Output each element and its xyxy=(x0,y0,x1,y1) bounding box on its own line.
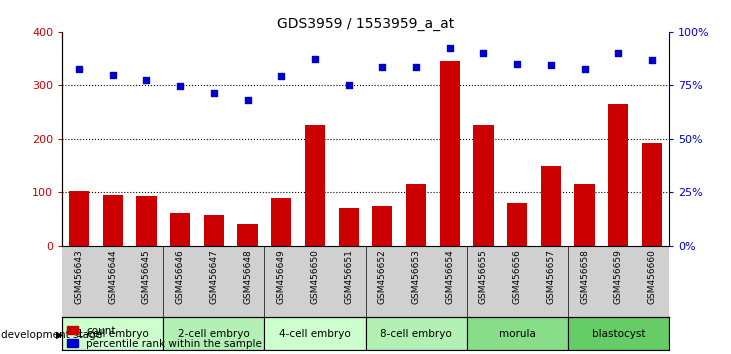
Text: GSM456660: GSM456660 xyxy=(648,250,656,304)
Bar xyxy=(62,317,163,350)
Text: GSM456655: GSM456655 xyxy=(479,250,488,304)
Bar xyxy=(271,198,292,246)
Point xyxy=(410,64,422,69)
Text: ▶: ▶ xyxy=(56,330,64,339)
Point xyxy=(646,57,658,63)
Point xyxy=(309,56,321,62)
Point xyxy=(276,73,287,79)
Bar xyxy=(163,317,265,350)
Point xyxy=(73,67,85,72)
Text: GSM456652: GSM456652 xyxy=(378,250,387,304)
Text: GSM456647: GSM456647 xyxy=(209,250,219,304)
Point xyxy=(477,50,489,56)
Text: GSM456650: GSM456650 xyxy=(311,250,319,304)
Text: blastocyst: blastocyst xyxy=(591,329,645,339)
Bar xyxy=(238,224,257,246)
Text: GSM456646: GSM456646 xyxy=(175,250,185,304)
Legend: count, percentile rank within the sample: count, percentile rank within the sample xyxy=(67,326,262,349)
Point xyxy=(512,61,523,67)
Text: morula: morula xyxy=(499,329,536,339)
Text: GSM456645: GSM456645 xyxy=(142,250,151,304)
Text: 1-cell embryo: 1-cell embryo xyxy=(77,329,148,339)
Bar xyxy=(406,184,426,246)
Point xyxy=(579,67,591,72)
Text: GSM456657: GSM456657 xyxy=(546,250,556,304)
Bar xyxy=(338,209,359,246)
Bar xyxy=(568,317,669,350)
Bar xyxy=(305,125,325,246)
Bar xyxy=(204,215,224,246)
Bar xyxy=(507,203,527,246)
Text: GSM456651: GSM456651 xyxy=(344,250,353,304)
Title: GDS3959 / 1553959_a_at: GDS3959 / 1553959_a_at xyxy=(277,17,454,31)
Text: GSM456659: GSM456659 xyxy=(614,250,623,304)
Bar xyxy=(642,143,662,246)
Bar xyxy=(265,317,366,350)
Bar xyxy=(69,191,89,246)
Bar xyxy=(439,61,460,246)
Text: GSM456658: GSM456658 xyxy=(580,250,589,304)
Text: 8-cell embryo: 8-cell embryo xyxy=(380,329,452,339)
Point xyxy=(376,64,388,69)
Bar xyxy=(575,184,595,246)
Text: GSM456656: GSM456656 xyxy=(512,250,522,304)
Text: GSM456654: GSM456654 xyxy=(445,250,454,304)
Bar xyxy=(608,104,629,246)
Text: GSM456653: GSM456653 xyxy=(412,250,420,304)
Bar xyxy=(466,317,568,350)
Point xyxy=(242,97,254,103)
Point xyxy=(613,50,624,56)
Bar xyxy=(170,213,190,246)
Text: GSM456648: GSM456648 xyxy=(243,250,252,304)
Text: GSM456643: GSM456643 xyxy=(75,250,83,304)
Point xyxy=(444,45,455,51)
Bar xyxy=(366,317,466,350)
Text: GSM456644: GSM456644 xyxy=(108,250,117,304)
Point xyxy=(545,62,557,68)
Text: development stage: development stage xyxy=(1,330,102,339)
Point xyxy=(174,84,186,89)
Text: GSM456649: GSM456649 xyxy=(277,250,286,304)
Bar xyxy=(541,166,561,246)
Bar xyxy=(372,206,393,246)
Bar xyxy=(102,195,123,246)
Bar xyxy=(474,125,493,246)
Point xyxy=(107,72,118,78)
Bar xyxy=(136,196,156,246)
Point xyxy=(208,91,219,96)
Point xyxy=(343,82,355,88)
Text: 2-cell embryo: 2-cell embryo xyxy=(178,329,250,339)
Point xyxy=(140,77,152,83)
Text: 4-cell embryo: 4-cell embryo xyxy=(279,329,351,339)
